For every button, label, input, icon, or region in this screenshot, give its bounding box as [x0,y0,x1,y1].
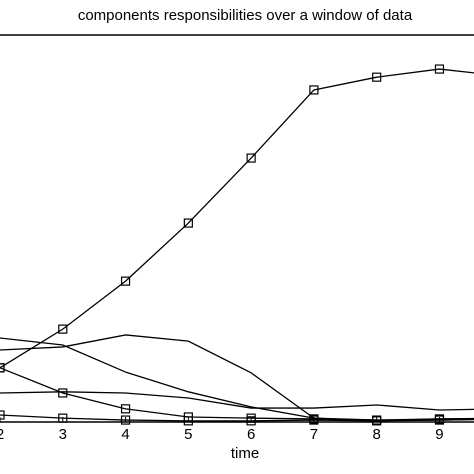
x-tick-label: 8 [373,426,381,443]
series-line [0,337,474,421]
x-tick-label: 6 [247,426,255,443]
point-marker [246,416,256,426]
point-marker [183,218,193,228]
point-marker [58,324,68,334]
point-marker [309,85,319,95]
point-marker [183,416,193,426]
chart-title: components responsibilities over a windo… [78,7,413,24]
point-marker [58,413,68,423]
x-tick-label: 4 [121,426,129,443]
x-tick-label: 7 [310,426,318,443]
point-marker [58,388,68,398]
series-line [0,391,474,411]
point-marker [0,363,5,373]
plot-area [0,64,474,426]
series-line [0,367,474,421]
point-marker [434,64,445,74]
point-marker [246,153,256,163]
point-marker [434,414,445,424]
point-marker [309,415,319,425]
x-tick-label: 3 [59,426,67,443]
x-axis-label: time [231,445,259,462]
x-tick-label: 2 [0,426,4,443]
point-marker [120,404,131,414]
point-marker [372,416,382,426]
point-marker [120,415,131,425]
point-marker [372,72,382,82]
series-line [0,334,474,422]
point-marker [120,276,131,286]
x-tick-label: 9 [435,426,443,443]
series-line [0,68,474,369]
point-marker [0,410,5,420]
x-tick-label: 5 [184,426,192,443]
